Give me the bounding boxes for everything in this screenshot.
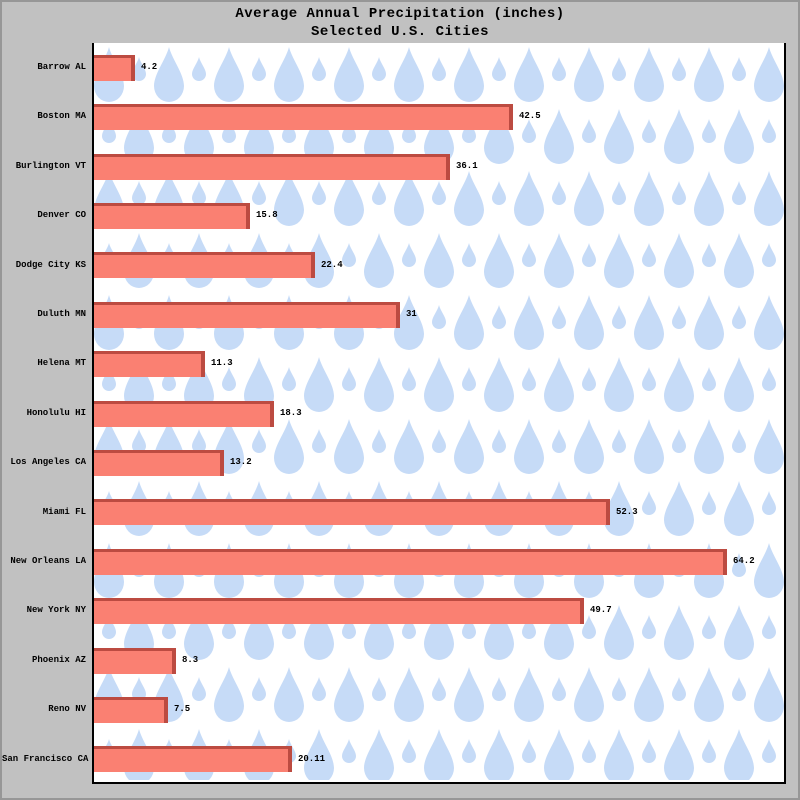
- category-label: Helena MT: [37, 358, 86, 369]
- chart-header: Average Annual Precipitation (inches) Se…: [2, 2, 798, 43]
- bar: [94, 697, 168, 723]
- category-label: Los Angeles CA: [10, 457, 86, 468]
- category-label: Barrow AL: [37, 62, 86, 72]
- value-label: 52.3: [616, 506, 638, 517]
- category-label: San Francisco CA: [2, 753, 89, 764]
- category-label: New York NY: [26, 605, 86, 616]
- bar: [94, 154, 450, 180]
- value-label: 36.1: [456, 160, 478, 171]
- bar: [94, 401, 274, 427]
- value-label: 49.7: [590, 605, 612, 616]
- bar: [94, 549, 727, 575]
- bar: [94, 203, 250, 229]
- value-label: 11.3: [211, 358, 233, 369]
- value-label: 15.8: [256, 210, 278, 221]
- category-label: Phoenix AZ: [31, 654, 86, 665]
- value-label: 4.2: [141, 62, 158, 72]
- bar: [94, 648, 176, 674]
- value-label: 31: [406, 309, 417, 319]
- bar: [94, 302, 400, 328]
- value-label: 7.5: [174, 704, 191, 715]
- value-label: 20.11: [298, 753, 326, 764]
- value-label: 8.3: [182, 654, 199, 665]
- bar: [94, 598, 584, 624]
- chart-subtitle: Selected U.S. Cities: [310, 23, 490, 40]
- value-label: 13.2: [230, 457, 252, 468]
- bar: [94, 351, 205, 377]
- value-label: 42.5: [519, 111, 541, 122]
- bar: [94, 104, 513, 130]
- category-label: Denver CO: [37, 210, 86, 221]
- chart-title: Average Annual Precipitation (inches): [235, 5, 565, 22]
- category-label: Miami FL: [42, 506, 86, 517]
- category-label: Honolulu HI: [26, 407, 86, 418]
- category-label: Boston MA: [37, 111, 86, 122]
- bar: [94, 499, 610, 525]
- category-label: Duluth MN: [37, 309, 86, 319]
- category-label: Reno NV: [48, 704, 86, 715]
- value-label: 22.4: [321, 259, 343, 270]
- bar: [94, 746, 292, 772]
- bar: [94, 252, 315, 278]
- category-label: New Orleans LA: [10, 556, 86, 566]
- value-label: 18.3: [280, 407, 302, 418]
- category-label: Burlington VT: [15, 160, 86, 171]
- bar: [94, 450, 224, 476]
- bar: [94, 55, 135, 81]
- category-label: Dodge City KS: [15, 259, 86, 270]
- value-label: 64.2: [733, 556, 755, 566]
